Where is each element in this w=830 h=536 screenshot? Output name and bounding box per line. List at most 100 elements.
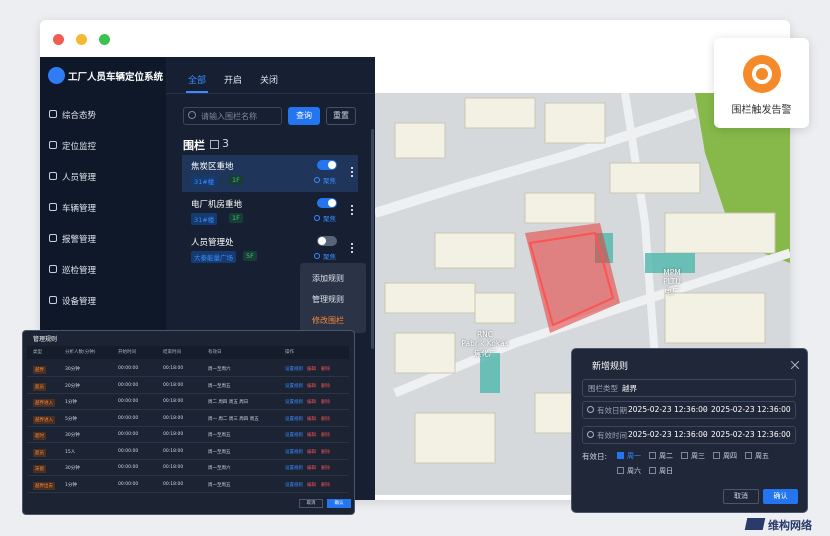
table-cell: 30分钟 [65,367,80,372]
table-cell: 00:00:00 [118,366,139,371]
day-checkbox[interactable] [681,452,688,459]
search-input[interactable] [183,107,282,125]
more-dot[interactable] [351,243,353,245]
row-action[interactable]: 编辑 [307,400,316,405]
tab[interactable]: 关闭 [260,76,279,86]
menu-item[interactable]: 巡检管理 [62,266,97,276]
rule-type-tag: 超员 [33,448,46,457]
context-menu: 添加规则管理规则修改围栏 [300,263,366,333]
table-cell: 00:18:00 [163,432,184,437]
row-action[interactable]: 设置规则 [285,433,303,438]
range-field[interactable] [582,426,796,444]
fence-name: 电厂机房重地 [191,200,243,210]
focus-action[interactable]: 聚焦 [323,215,336,223]
row-action[interactable]: 删除 [321,416,330,422]
row-divider [27,425,349,427]
day-checkbox[interactable] [745,452,752,459]
toggle[interactable] [317,160,337,170]
tab[interactable]: 全部 [188,76,207,86]
more-dot[interactable] [351,205,353,207]
row-action[interactable]: 编辑 [307,367,316,372]
row-action[interactable]: 设置规则 [285,383,303,389]
context-menu-item[interactable]: 管理规则 [312,295,344,304]
more-dot[interactable] [351,175,353,177]
fence-name: 焦炭区重地 [191,162,234,172]
table-cell: 00:18:00 [163,481,184,487]
table-cell: 周一至周五 [208,449,231,455]
toggle-knob [328,161,336,169]
more-dot[interactable] [351,251,353,253]
fence-tag: 1F [229,175,243,185]
row-action[interactable]: 设置规则 [285,449,303,455]
row-action[interactable]: 编辑 [307,383,316,389]
more-dot[interactable] [351,171,353,173]
more-dot[interactable] [351,213,353,215]
table-cell: 1分钟 [65,482,77,488]
more-dot[interactable] [351,209,353,211]
menu-item[interactable]: 车辆管理 [62,204,97,214]
toggle[interactable] [317,236,337,246]
day-checkbox[interactable] [649,467,656,474]
row-action[interactable]: 设置规则 [285,367,303,372]
logo [48,67,65,84]
context-menu-item[interactable]: 添加规则 [312,274,344,283]
more-dot[interactable] [351,247,353,249]
day-checkbox[interactable] [617,467,624,474]
table-cell: 00:00:00 [118,415,139,421]
row-action[interactable]: 编辑 [307,466,316,471]
menu-item[interactable]: 综合态势 [62,111,97,121]
table-cell: 00:18:00 [163,366,184,371]
rule-type-tag: 滞留 [33,465,46,473]
toggle[interactable] [317,198,337,208]
context-menu-item[interactable]: 修改围栏 [312,316,344,325]
row-action[interactable]: 删除 [321,449,330,455]
focus-action[interactable]: 聚焦 [323,253,336,261]
search-placeholder: 请输入围栏名称 [201,112,257,121]
table-cell: 00:00:00 [118,432,139,437]
focus-action[interactable]: 聚焦 [323,177,336,185]
row-action[interactable]: 设置规则 [285,482,303,488]
menu-item[interactable]: 定位监控 [62,142,97,152]
row-action[interactable]: 编辑 [307,482,316,488]
more-dot[interactable] [351,167,353,169]
alert-icon-ring [752,64,772,84]
query-button[interactable]: 查询 [288,107,320,125]
confirm-button[interactable]: 确认 [763,489,798,504]
menu-item[interactable]: 人员管理 [62,173,97,183]
menu-item[interactable]: 设备管理 [62,297,97,307]
row-action[interactable]: 删除 [321,466,330,471]
day-checkbox[interactable] [649,452,656,459]
row-action[interactable]: 设置规则 [285,400,303,405]
day-checkbox[interactable] [617,452,624,459]
reset-button[interactable]: 重置 [326,107,356,125]
search-icon [188,111,196,119]
row-action[interactable]: 删除 [321,400,330,405]
cancel-button[interactable]: 取消 [723,489,759,504]
table-header: 类型 [33,350,42,355]
row-action[interactable]: 删除 [321,482,330,488]
close-icon[interactable] [791,361,799,369]
row-divider [27,491,349,493]
row-action[interactable]: 设置规则 [285,416,303,422]
menu-item[interactable]: 报警管理 [62,235,97,245]
table-cell: 00:00:00 [118,382,139,388]
fence-name: 人员管理处 [191,238,234,248]
cancel-button[interactable]: 取消 [299,499,323,508]
table-cell: 00:18:00 [163,465,184,470]
manage-dialog: 管理规则 类型 分析人数(分钟) 开始时间 结束时间 有效日 操作 越界 30分钟 00:00:… [22,330,355,515]
range-field[interactable] [582,401,796,419]
confirm-button[interactable]: 确认 [327,499,351,508]
new-rule-dialog: 新增规则 围栏类型 越界 有效日期 2025-02-23 12:36:00 ~202… [571,348,808,513]
range-separator: ~ [702,405,709,414]
row-action[interactable]: 删除 [321,383,330,389]
day-checkbox[interactable] [713,452,720,459]
row-action[interactable]: 删除 [321,367,330,372]
row-action[interactable]: 编辑 [307,449,316,455]
row-action[interactable]: 编辑 [307,416,316,422]
table-header: 操作 [285,350,294,355]
fence-type-field[interactable] [582,379,796,397]
row-action[interactable]: 编辑 [307,433,316,438]
row-action[interactable]: 设置规则 [285,466,303,471]
tab[interactable]: 开启 [224,76,243,86]
row-action[interactable]: 删除 [321,433,330,438]
